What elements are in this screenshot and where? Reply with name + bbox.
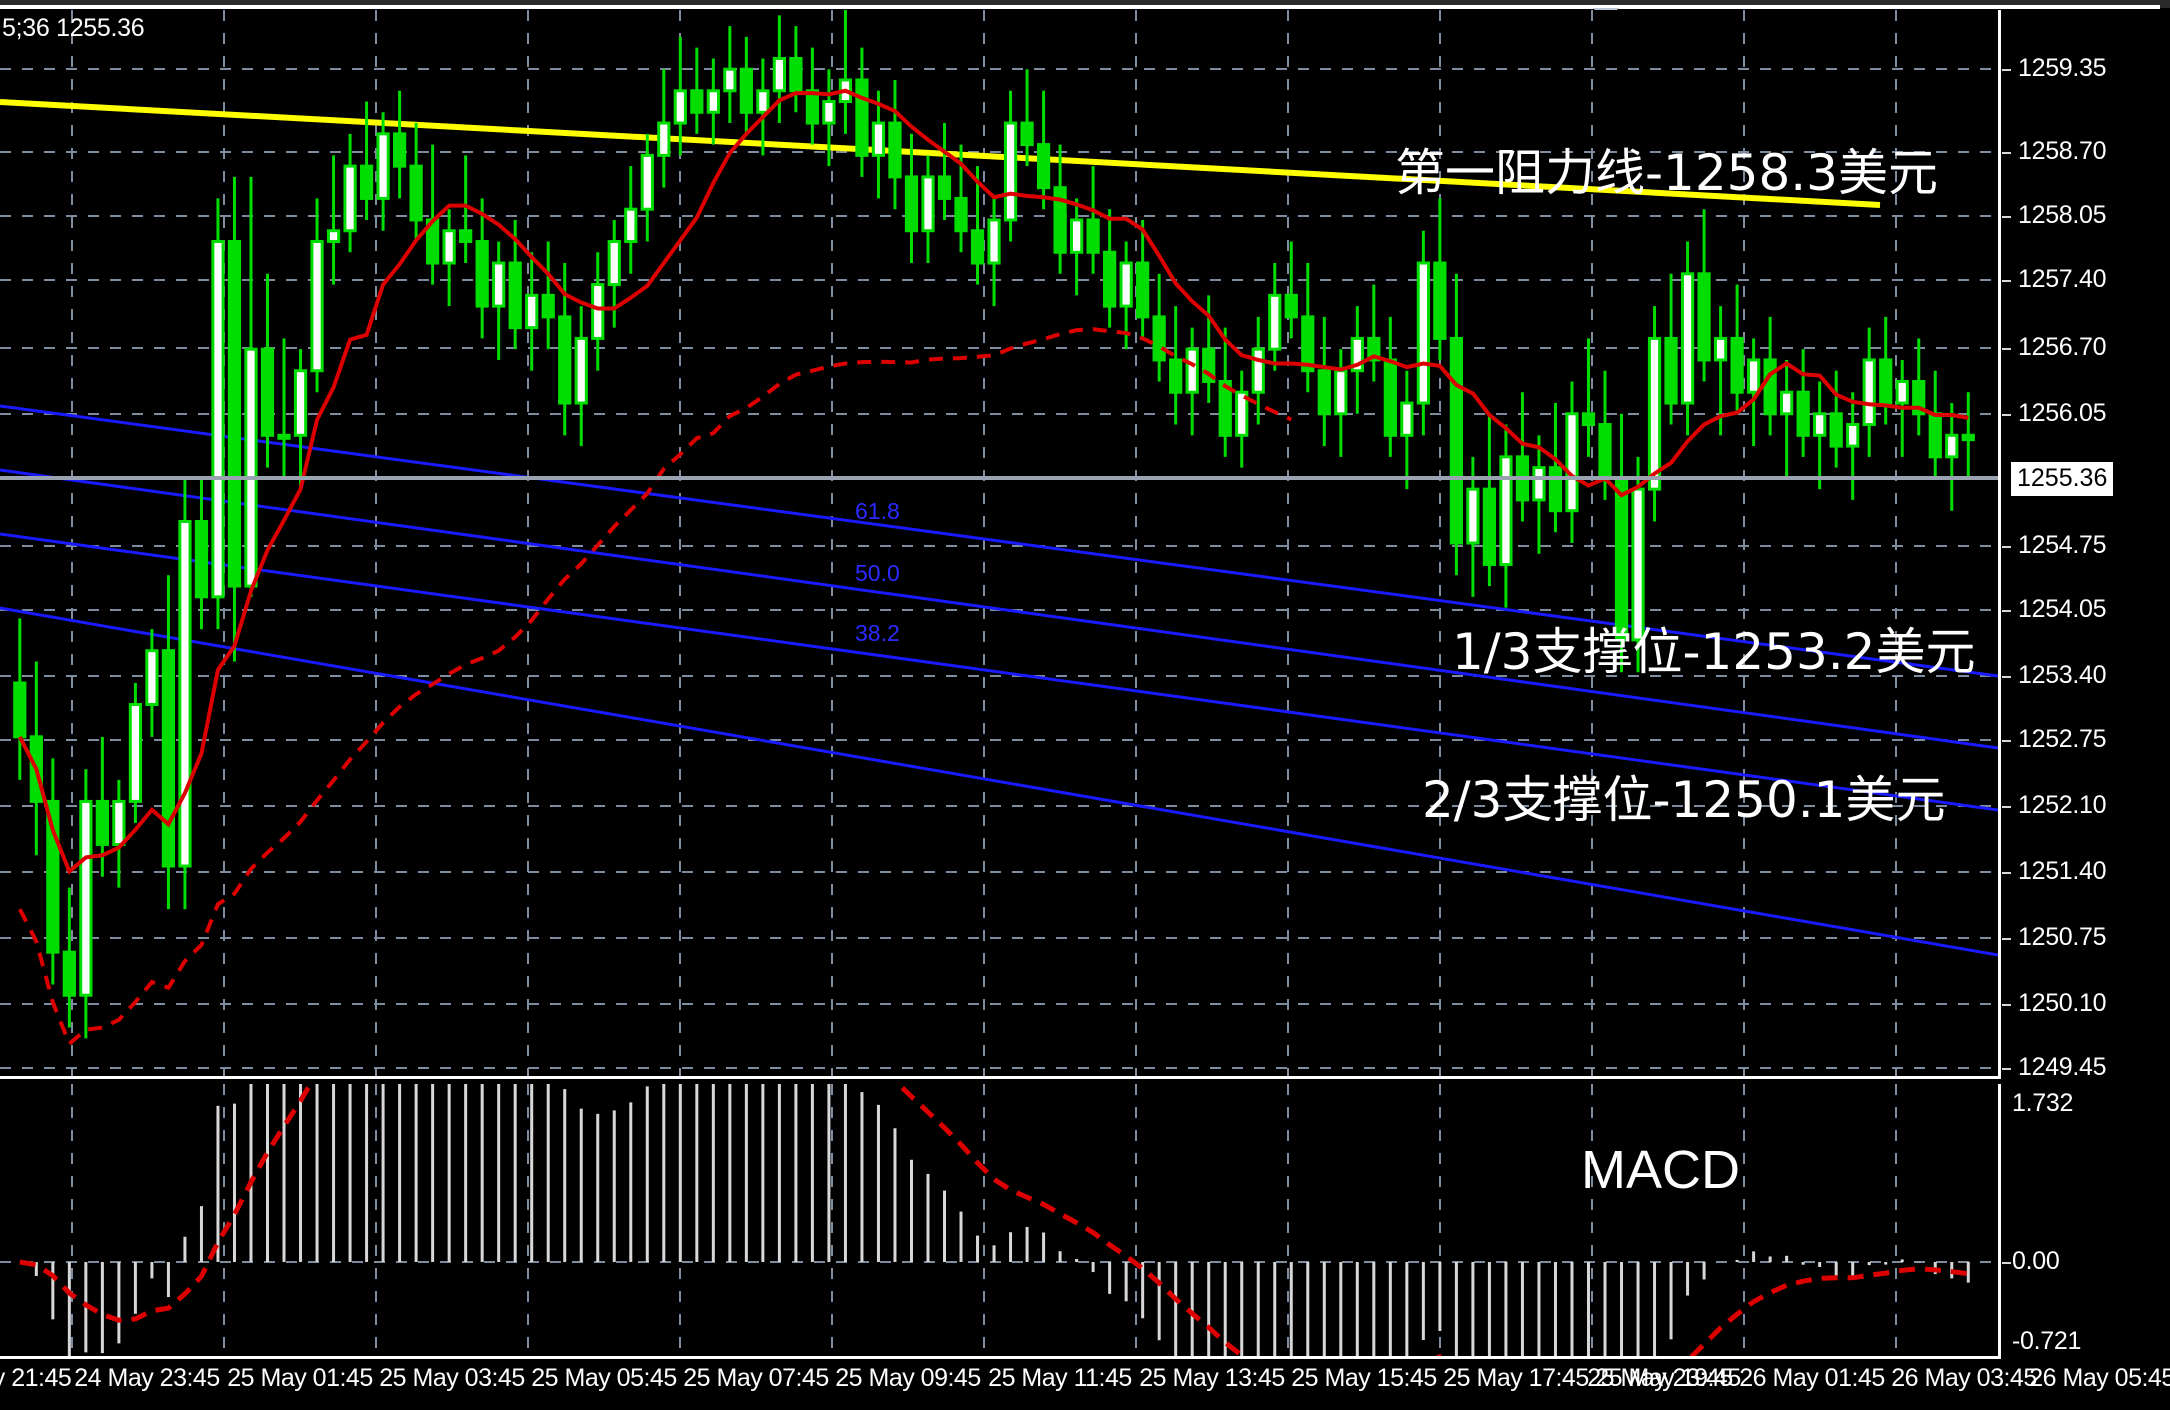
price-axis-label: 1251.40 [2018,857,2107,885]
time-axis-label: 25 May 01:45 [227,1364,373,1392]
current-price-tag: 1255.36 [2010,461,2115,497]
price-axis-label: 1249.45 [2018,1053,2107,1081]
price-axis-tick [2002,938,2011,940]
price-axis-tick [2002,216,2011,218]
fib-level-label: 38.2 [855,620,900,646]
macd-annotation: MACD [1581,1140,1740,1200]
time-axis[interactable]: y 21:45 24 May 23:45 25 May 01:45 25 May 03… [0,1358,2170,1410]
price-axis-label: 1258.05 [2018,201,2107,229]
price-axis-tick [2002,348,2011,350]
price-chart-canvas [0,10,1998,1076]
price-axis-tick [2002,414,2011,416]
time-axis-label: 25 May 03:45 [379,1364,525,1392]
price-axis-label: 1258.70 [2018,137,2107,165]
price-axis-tick [2002,1068,2011,1070]
time-axis-label: 26 May 01:45 [1739,1364,1885,1392]
time-axis-label: 26 May 05:45 [2029,1364,2170,1392]
price-axis-tick [2002,806,2011,808]
support-2-3-annotation: 2/3支撑位-1250.1美元 [1422,771,1946,829]
fib-level-label: 61.8 [855,498,900,524]
macd-chart-canvas [0,1084,1998,1356]
price-axis-tick [2002,69,2011,71]
resistance-1-annotation: 第一阻力线-1258.3美元 [1395,144,1938,202]
time-axis-label: 25 May 23:45 [1587,1364,1733,1392]
macd-axis-label: 1.732 [2012,1089,2074,1117]
price-axis-label: 1254.05 [2018,595,2107,623]
time-axis-label: 25 May 17:45 [1443,1364,1589,1392]
price-axis[interactable]: 1259.35 1258.70 1258.05 1257.40 1256.70 1256.… [2002,10,2170,1081]
window-top-bar [0,0,2170,9]
price-axis-label: 1254.75 [2018,531,2107,559]
time-axis-label: 25 May 07:45 [683,1364,829,1392]
price-axis-label: 1252.10 [2018,791,2107,819]
time-axis-label: 24 May 23:45 [74,1364,220,1392]
price-axis-label: 1257.40 [2018,265,2107,293]
price-axis-tick [2002,676,2011,678]
macd-axis-label: 0.00 [2012,1247,2060,1275]
macd-indicator-pane[interactable] [0,1084,1998,1356]
time-axis-label: 25 May 05:45 [531,1364,677,1392]
fib-level-label: 50.0 [855,560,900,586]
price-axis-label: 1252.75 [2018,725,2107,753]
symbol-price-readout: 5;36 1255.36 [2,14,145,42]
price-axis-label: 1256.05 [2018,399,2107,427]
time-axis-label: 25 May 09:45 [835,1364,981,1392]
macd-zero-tick [2002,1262,2011,1264]
time-axis-label: y 21:45 [0,1364,72,1392]
price-axis-tick [2002,610,2011,612]
top-bar-separator [0,5,2160,9]
time-axis-label: 25 May 19:45 [1595,1364,1741,1392]
macd-axis[interactable]: 1.732 0.00 -0.721 [2002,1084,2170,1356]
price-axis-label: 1256.70 [2018,333,2107,361]
price-axis-label: 1250.10 [2018,989,2107,1017]
price-axis-tick [2002,152,2011,154]
price-axis-label: 1250.75 [2018,923,2107,951]
price-axis-tick [2002,872,2011,874]
price-chart-pane[interactable] [0,10,1998,1076]
support-1-3-annotation: 1/3支撑位-1253.2美元 [1452,623,1976,681]
price-axis-tick [2002,740,2011,742]
price-axis-label: 1253.40 [2018,661,2107,689]
price-axis-tick [2002,546,2011,548]
time-axis-label: 26 May 03:45 [1891,1364,2037,1392]
time-axis-label: 25 May 11:45 [988,1364,1132,1392]
price-axis-tick [2002,280,2011,282]
price-axis-tick [2002,1004,2011,1006]
price-axis-label: 1259.35 [2018,54,2107,82]
time-axis-label: 25 May 13:45 [1139,1364,1285,1392]
macd-axis-label: -0.721 [2012,1327,2082,1355]
time-axis-label: 25 May 15:45 [1291,1364,1437,1392]
